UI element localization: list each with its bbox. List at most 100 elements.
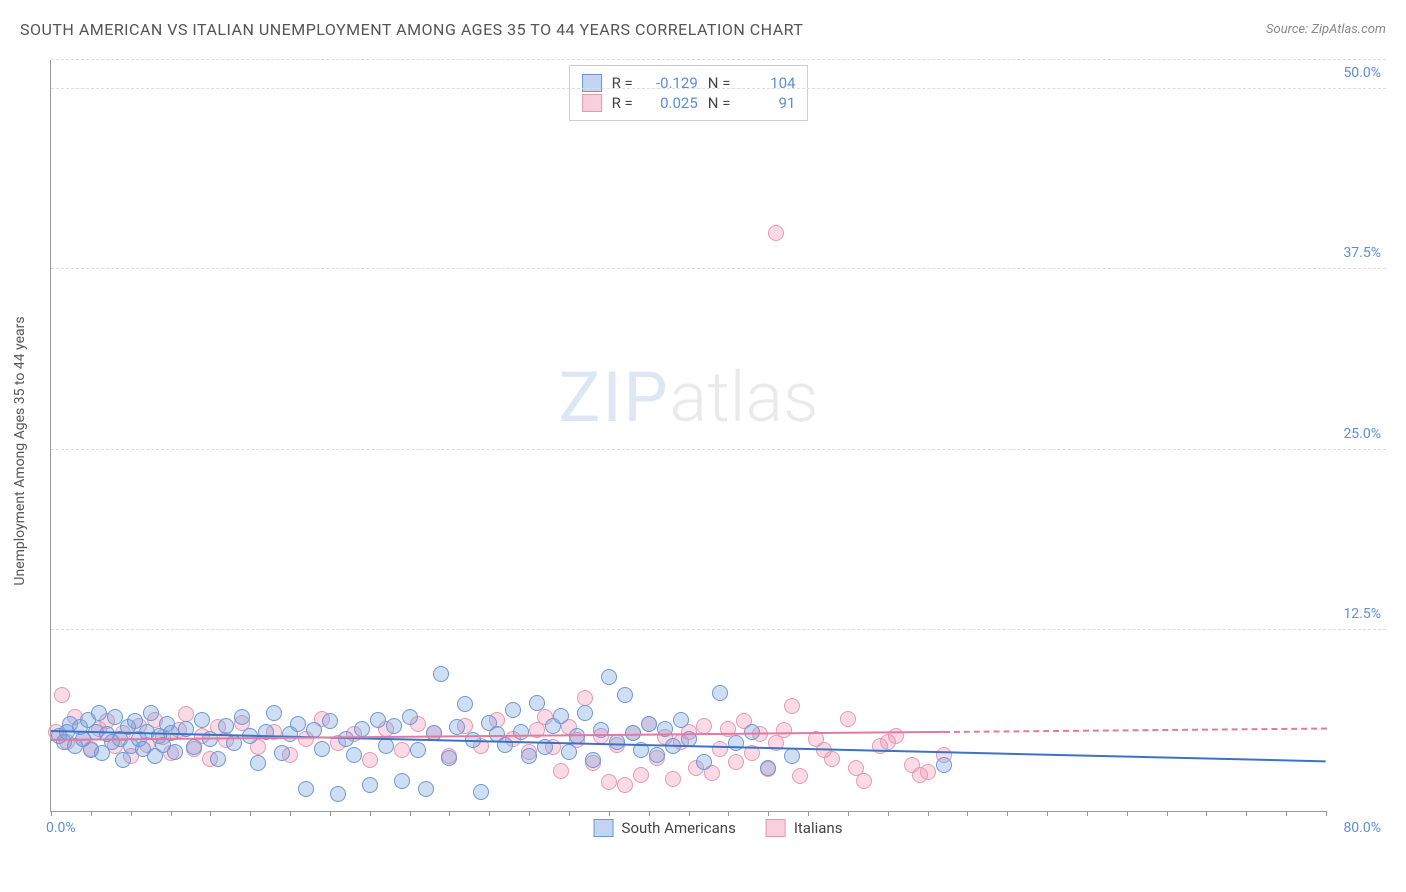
point-south-americans <box>505 702 521 718</box>
point-south-americans <box>410 742 426 758</box>
point-south-americans <box>601 669 617 685</box>
legend-item: Italians <box>766 819 843 837</box>
point-italians <box>601 774 617 790</box>
point-south-americans <box>314 741 330 757</box>
y-tick-label: 25.0% <box>1343 426 1381 442</box>
point-italians <box>665 771 681 787</box>
point-italians <box>840 711 856 727</box>
point-italians <box>848 760 864 776</box>
r-label: R = <box>612 94 633 112</box>
point-south-americans <box>529 695 545 711</box>
point-south-americans <box>250 755 266 771</box>
legend-swatch <box>582 94 602 112</box>
point-italians <box>617 777 633 793</box>
point-italians <box>633 767 649 783</box>
legend-swatch <box>594 819 614 837</box>
point-south-americans <box>354 721 370 737</box>
point-italians <box>394 742 410 758</box>
point-south-americans <box>449 719 465 735</box>
y-tick-label: 50.0% <box>1343 65 1381 81</box>
series-legend: South Americans Italians <box>594 819 843 837</box>
point-italians <box>553 763 569 779</box>
y-tick-label: 12.5% <box>1343 606 1381 622</box>
point-south-americans <box>936 757 952 773</box>
legend-swatch <box>582 74 602 92</box>
r-label: R = <box>612 74 633 92</box>
n-value: 104 <box>740 74 795 92</box>
point-south-americans <box>346 747 362 763</box>
point-south-americans <box>378 738 394 754</box>
gridline <box>51 268 1386 269</box>
point-south-americans <box>457 696 473 712</box>
watermark: ZIPatlas <box>559 357 819 439</box>
point-south-americans <box>696 754 712 770</box>
correlation-row: R = 0.025 N = 91 <box>582 94 796 112</box>
r-value: 0.025 <box>643 94 698 112</box>
point-south-americans <box>521 748 537 764</box>
correlation-row: R = -0.129 N = 104 <box>582 74 796 92</box>
point-south-americans <box>577 705 593 721</box>
point-south-americans <box>218 718 234 734</box>
n-label: N = <box>708 74 731 92</box>
point-south-americans <box>194 712 210 728</box>
point-south-americans <box>441 750 457 766</box>
point-south-americans <box>553 708 569 724</box>
n-value: 91 <box>740 94 795 112</box>
gridline <box>51 629 1386 630</box>
point-italians <box>784 698 800 714</box>
point-italians <box>54 687 70 703</box>
chart-title: SOUTH AMERICAN VS ITALIAN UNEMPLOYMENT A… <box>20 20 803 39</box>
point-south-americans <box>298 781 314 797</box>
point-south-americans <box>728 735 744 751</box>
r-value: -0.129 <box>643 74 698 92</box>
point-south-americans <box>433 666 449 682</box>
point-south-americans <box>234 709 250 725</box>
point-italians <box>776 722 792 738</box>
legend-label: South Americans <box>622 819 736 837</box>
correlation-legend: R = -0.129 N = 104 R = 0.025 N = 91 <box>569 65 809 121</box>
gridline <box>51 449 1386 450</box>
point-south-americans <box>497 737 513 753</box>
point-south-americans <box>91 705 107 721</box>
point-italians <box>696 718 712 734</box>
point-south-americans <box>330 786 346 802</box>
x-tick-max: 80.0% <box>1343 820 1381 836</box>
x-tick-min: 0.0% <box>46 820 76 836</box>
point-south-americans <box>386 718 402 734</box>
point-south-americans <box>370 712 386 728</box>
y-axis-label: Unemployment Among Ages 35 to 44 years <box>12 316 28 585</box>
point-south-americans <box>115 752 131 768</box>
gridline <box>51 88 1386 89</box>
point-italians <box>728 754 744 770</box>
point-south-americans <box>473 784 489 800</box>
point-south-americans <box>402 709 418 725</box>
trend-line-italians-extrapolated <box>943 727 1326 732</box>
point-south-americans <box>561 744 577 760</box>
point-italians <box>792 768 808 784</box>
point-italians <box>712 741 728 757</box>
point-south-americans <box>585 752 601 768</box>
plot-area: ZIPatlas R = -0.129 N = 104 R = 0.025 N = 91 0.… <box>50 60 1326 812</box>
point-italians <box>768 225 784 241</box>
y-tick-label: 37.5% <box>1343 245 1381 261</box>
point-italians <box>912 767 928 783</box>
point-south-americans <box>266 705 282 721</box>
point-south-americans <box>673 712 689 728</box>
point-south-americans <box>394 773 410 789</box>
legend-label: Italians <box>794 819 843 837</box>
point-south-americans <box>744 724 760 740</box>
point-south-americans <box>641 716 657 732</box>
point-south-americans <box>784 748 800 764</box>
point-south-americans <box>186 739 202 755</box>
point-south-americans <box>143 705 159 721</box>
point-south-americans <box>210 751 226 767</box>
n-label: N = <box>708 94 731 112</box>
point-south-americans <box>712 685 728 701</box>
point-south-americans <box>418 781 434 797</box>
chart-container: Unemployment Among Ages 35 to 44 years Z… <box>50 60 1386 842</box>
legend-swatch <box>766 819 786 837</box>
point-south-americans <box>322 713 338 729</box>
legend-item: South Americans <box>594 819 736 837</box>
point-south-americans <box>609 734 625 750</box>
point-south-americans <box>649 747 665 763</box>
